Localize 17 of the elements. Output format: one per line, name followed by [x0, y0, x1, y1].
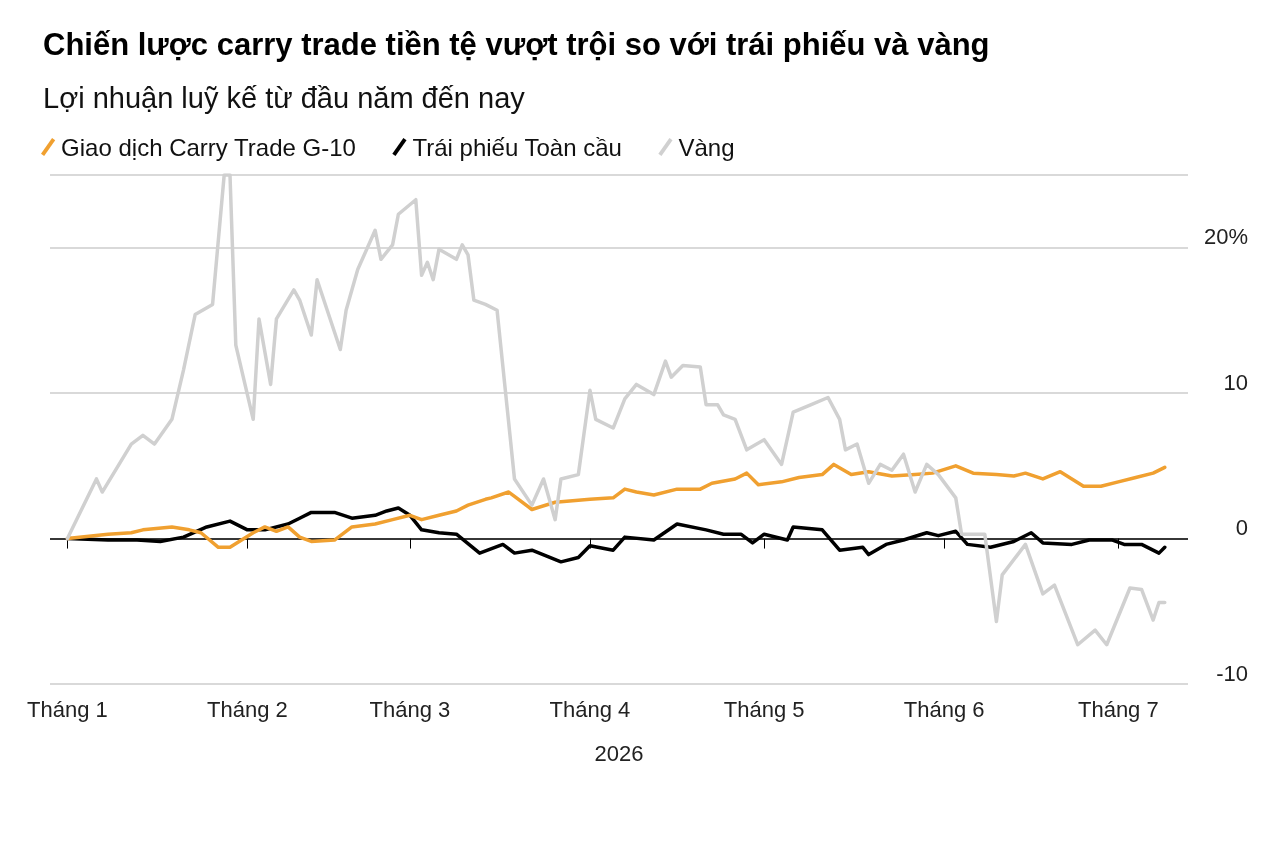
y-tick-label: 10: [1223, 369, 1248, 395]
legend-label: Vàng: [678, 133, 735, 161]
x-tick-label: Tháng 2: [207, 696, 288, 722]
y-tick-label: -10: [1216, 660, 1248, 686]
y-tick-label: 0: [1235, 515, 1248, 541]
x-axis-title: 2026: [594, 740, 644, 766]
y-tick-label: 20%: [1203, 224, 1248, 250]
x-tick-label: Tháng 6: [903, 696, 985, 722]
chart-title: Chiến lược carry trade tiền tệ vượt trội so với trái phiếu và vàng: [43, 27, 990, 62]
x-tick-label: Tháng 1: [27, 696, 108, 722]
x-tick-label: Tháng 7: [1077, 696, 1159, 722]
legend-label: Giao dịch Carry Trade G-10: [61, 133, 356, 161]
legend-label: Trái phiếu Toàn cầu: [412, 133, 622, 161]
x-tick-label: Tháng 3: [369, 696, 451, 722]
chart-subtitle: Lợi nhuận luỹ kế từ đầu năm đến nay: [43, 81, 526, 114]
x-tick-label: Tháng 4: [549, 696, 631, 722]
x-tick-label: Tháng 5: [723, 696, 805, 722]
